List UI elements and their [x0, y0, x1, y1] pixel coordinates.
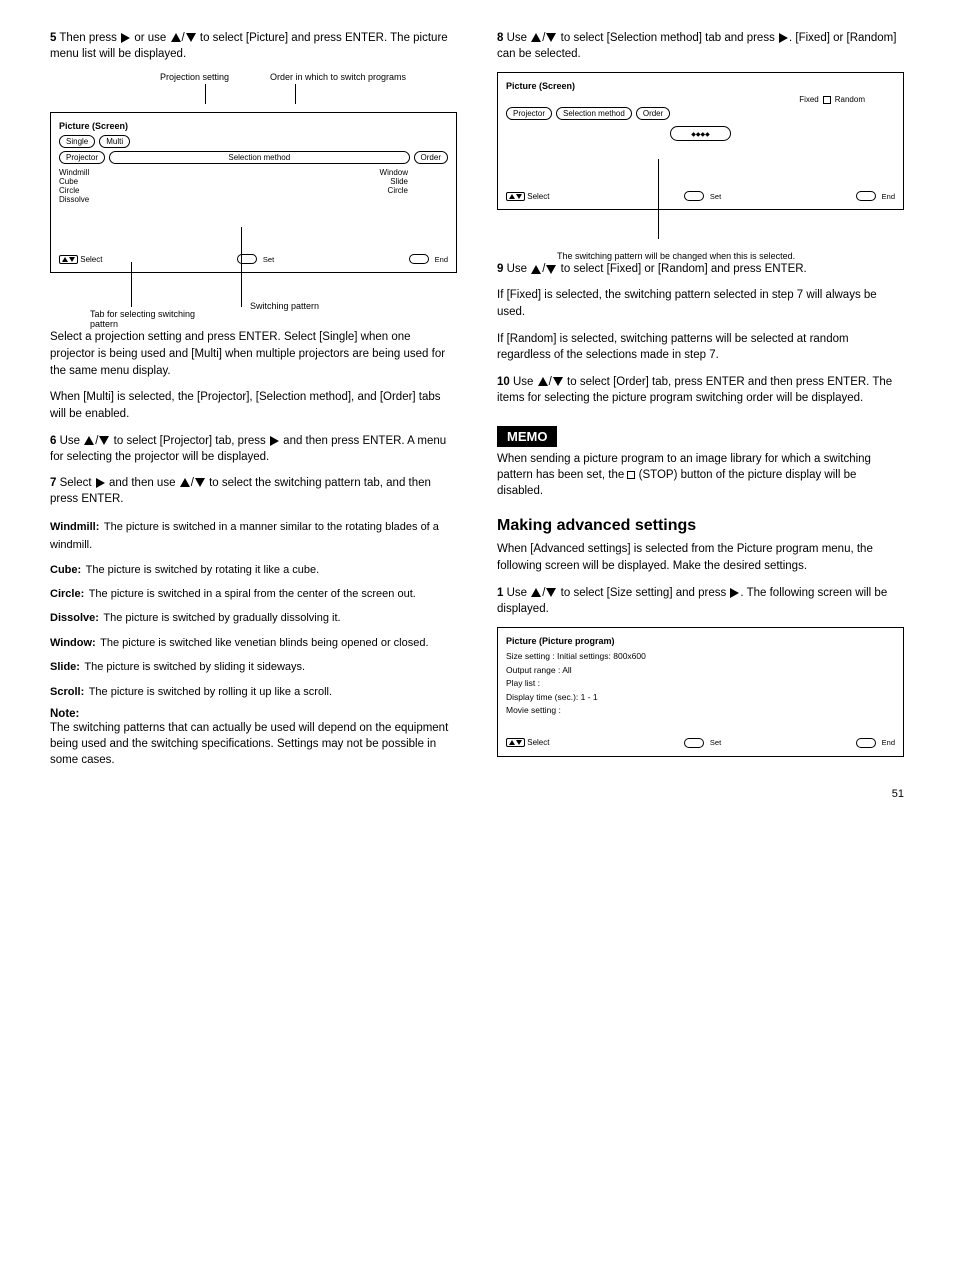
row-movie-setting: Movie setting :	[506, 704, 895, 718]
diag3-title: Picture (Picture program)	[506, 636, 895, 646]
tab-projector: Projector	[59, 151, 105, 164]
set-button-icon	[237, 254, 257, 264]
picture-program-diagram: Picture (Picture program) Size setting :…	[497, 627, 904, 757]
step8-text: Use / to select [Selection method] tab a…	[497, 32, 896, 60]
pat-slide-label: Slide:	[50, 661, 80, 673]
right-arrow-icon	[121, 33, 130, 43]
para-multi-enabled: When [Multi] is selected, the [Projector…	[50, 389, 457, 422]
pat-cube-desc: The picture is switched by rotating it l…	[86, 564, 320, 576]
pat-cube-label: Cube:	[50, 564, 81, 576]
callout-tab-switching: Tab for selecting switching pattern	[90, 309, 220, 329]
stop-icon	[627, 471, 635, 479]
row-size-setting: Size setting : Initial settings: 800x600	[506, 650, 895, 664]
row-output-range: Output range : All	[506, 664, 895, 678]
callout-switching-changed: The switching pattern will be changed wh…	[557, 251, 837, 261]
opt-random-label: Random	[835, 95, 865, 104]
advanced-para: When [Advanced settings] is selected fro…	[497, 541, 904, 574]
down-arrow-icon	[186, 33, 196, 42]
diag1-title: Picture (Screen)	[59, 121, 448, 131]
pat-slide-desc: The picture is switched by sliding it si…	[84, 661, 305, 673]
step6-text: Use / to select [Projector] tab, press a…	[50, 435, 446, 463]
callout-order: Order in which to switch programs	[270, 72, 406, 82]
pat-window-desc: The picture is switched like venetian bl…	[100, 637, 428, 649]
pat-scroll-label: Scroll:	[50, 686, 84, 698]
diag1-end: End	[435, 255, 448, 264]
note-body: The switching patterns that can actually…	[50, 720, 457, 768]
fixed-checkbox-icon	[823, 96, 831, 104]
up-arrow-icon	[171, 33, 181, 42]
diag2-select: Select	[527, 192, 549, 201]
tab2-selection: Selection method	[556, 107, 632, 120]
note-heading: Note:	[50, 708, 457, 720]
pat-circle-desc: The picture is switched in a spiral from…	[89, 588, 416, 600]
diag3-set: Set	[710, 738, 721, 747]
para-select-proj: Select a projection setting and press EN…	[50, 329, 457, 379]
adv-step1-text: Use / to select [Size setting] and press…	[497, 587, 887, 615]
pat-dissolve-label: Dissolve:	[50, 612, 99, 624]
diag1-set: Set	[263, 255, 274, 264]
page-number: 51	[50, 788, 904, 800]
tab-multi: Multi	[99, 135, 130, 148]
step10-text: Use / to select [Order] tab, press ENTER…	[497, 376, 892, 404]
diag3-end: End	[882, 738, 895, 747]
tab2-order: Order	[636, 107, 670, 120]
diag1-select: Select	[80, 255, 102, 264]
advanced-settings-heading: Making advanced settings	[497, 517, 904, 535]
row-display-time: Display time (sec.): 1 - 1	[506, 691, 895, 705]
tab-order: Order	[414, 151, 448, 164]
end-button-icon	[409, 254, 429, 264]
para-random: If [Random] is selected, switching patte…	[497, 331, 904, 364]
diag2-set: Set	[710, 192, 721, 201]
tab-single: Single	[59, 135, 95, 148]
pat-dissolve-desc: The picture is switched by gradually dis…	[103, 612, 340, 624]
picture-screen-diagram2: Picture (Screen) Fixed Random Projector …	[497, 72, 904, 210]
diag2-title: Picture (Screen)	[506, 81, 895, 91]
diag3-select: Select	[527, 738, 549, 747]
tab2-projector: Projector	[506, 107, 552, 120]
step9-text: Use / to select [Fixed] or [Random] and …	[507, 263, 807, 275]
pat-windmill-label: Windmill:	[50, 521, 99, 533]
pat-window-label: Window:	[50, 637, 96, 649]
step7-text: Select and then use / to select the swit…	[50, 477, 431, 505]
para-fixed: If [Fixed] is selected, the switching pa…	[497, 287, 904, 320]
stage-shapes-icon: ◆◆◆◆	[691, 131, 709, 138]
pat-scroll-desc: The picture is switched by rolling it up…	[89, 686, 332, 698]
callout-switching-pattern: Switching pattern	[250, 301, 319, 311]
opt-fixed-label: Fixed	[799, 95, 819, 104]
memo-body: When sending a picture program to an ima…	[497, 451, 904, 499]
tab-selection-method: Selection method	[109, 151, 410, 164]
diag2-end: End	[882, 192, 895, 201]
memo-heading: MEMO	[497, 426, 557, 447]
pat-windmill-desc: The picture is switched in a manner simi…	[50, 521, 439, 551]
row-play-list: Play list :	[506, 677, 895, 691]
step5-text: Then press or use / to select [Picture] …	[50, 32, 448, 60]
picture-screen-diagram: Picture (Screen) Single Multi Projector …	[50, 112, 457, 273]
callout-proj-setting: Projection setting	[160, 72, 229, 82]
pat-circle-label: Circle:	[50, 588, 84, 600]
